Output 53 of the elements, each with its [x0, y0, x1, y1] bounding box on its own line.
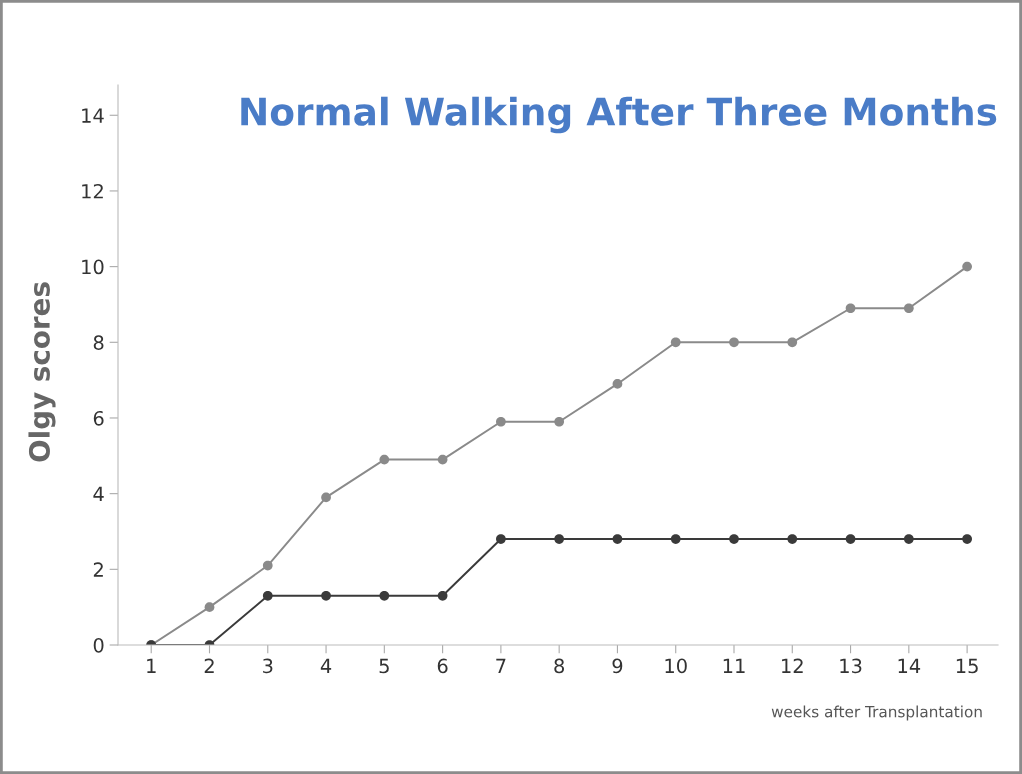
point: [379, 454, 390, 465]
point: [496, 534, 506, 544]
point: [437, 454, 448, 465]
point: [787, 337, 798, 348]
point: [321, 492, 331, 503]
x-tick-label: 5: [379, 658, 389, 674]
x-tick-label: 4: [320, 658, 332, 673]
point: [612, 379, 623, 389]
y-tick-label: 12: [82, 183, 103, 199]
point: [612, 534, 623, 544]
y-tick-label: 8: [93, 335, 104, 350]
x-tick-label: 6: [437, 658, 448, 674]
y-tick-label: 0: [93, 637, 104, 653]
x-tick-label: 11: [723, 658, 745, 673]
point: [204, 602, 215, 613]
point: [262, 590, 273, 601]
y-tick-label: 10: [82, 259, 104, 275]
point: [962, 261, 972, 272]
point: [903, 303, 914, 314]
y-tick-label: 6: [93, 410, 104, 426]
chart-title: Normal Walking After Three Months: [241, 96, 997, 134]
point: [321, 590, 331, 601]
x-tick-label: 13: [840, 658, 862, 674]
y-tick-label: 4: [93, 486, 104, 502]
point: [379, 590, 390, 601]
x-tick-label: 15: [956, 658, 978, 674]
point: [554, 534, 565, 544]
point: [845, 303, 856, 314]
point: [496, 416, 506, 427]
x-tick-label: 10: [665, 658, 687, 674]
point: [729, 337, 739, 348]
x-tick-label: 9: [612, 658, 623, 674]
point: [903, 534, 914, 544]
x-tick-label: 2: [204, 658, 214, 673]
x-tick-label: 8: [554, 658, 565, 674]
point: [962, 534, 972, 544]
x-tick-label: 14: [898, 658, 921, 673]
point: [729, 534, 739, 544]
y-tick-label: 14: [82, 108, 104, 123]
point: [554, 416, 565, 427]
x-tick-label: 1: [147, 658, 156, 673]
x-tick-label: 12: [782, 658, 803, 673]
point: [787, 534, 798, 544]
point: [437, 590, 448, 601]
y-axis-title: Olgy scores: [28, 282, 56, 462]
y-tick-label: 2: [93, 562, 103, 577]
x-axis-title: weeks after Transplantation: [771, 705, 982, 721]
point: [262, 560, 273, 571]
x-tick-label: 7: [496, 658, 506, 673]
x-tick-label: 3: [263, 658, 273, 674]
point: [670, 337, 681, 348]
point: [670, 534, 681, 544]
point: [845, 534, 856, 544]
